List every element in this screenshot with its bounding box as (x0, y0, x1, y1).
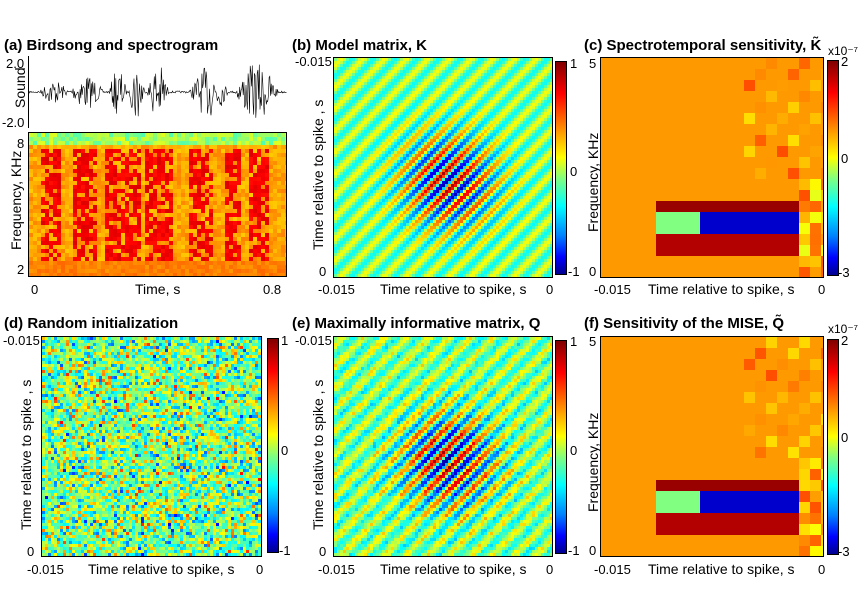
c-cbar-tick-m3: -3 (838, 265, 850, 280)
f-x-tick-left: -0.015 (594, 562, 631, 577)
c-y-tick-bottom: 0 (589, 264, 597, 279)
freq-tick-top: 8 (17, 136, 25, 151)
c-cbar-tick-2: 2 (841, 54, 849, 69)
panel-b-title: (b) Model matrix, K (292, 37, 428, 54)
d-x-tick-left: -0.015 (27, 562, 64, 577)
d-y-axis-label: Time relative to spike , s (18, 379, 34, 530)
time-tick-right: 0.8 (263, 282, 282, 297)
f-y-tick-top: 5 (589, 334, 597, 349)
c-x-tick-left: -0.015 (594, 282, 631, 297)
f-cbar-tick-m3: -3 (838, 544, 850, 559)
sound-tick-bottom: -2.0 (2, 115, 25, 130)
e-y-axis-label: Time relative to spike , s (310, 379, 326, 530)
c-x-tick-right: 0 (818, 282, 826, 297)
b-colorbar (555, 61, 567, 275)
e-x-tick-right: 0 (546, 562, 554, 577)
b-cbar-tick-1: 1 (570, 56, 578, 71)
f-x-axis-label: Time relative to spike, s (648, 561, 795, 577)
e-cbar-tick-1: 1 (570, 334, 578, 349)
b-x-tick-right: 0 (546, 282, 554, 297)
b-y-tick-top: -0.015 (295, 54, 332, 69)
sound-axis-label: Sound (12, 67, 28, 108)
f-cbar-tick-0: 0 (841, 430, 849, 445)
f-y-tick-bottom: 0 (589, 543, 597, 558)
e-colorbar (555, 340, 567, 554)
e-cbar-tick-0: 0 (570, 443, 578, 458)
c-y-tick-top: 5 (589, 56, 597, 71)
e-cbar-tick-m1: -1 (568, 543, 580, 558)
c-cbar-tick-0: 0 (841, 151, 849, 166)
panel-d-title: (d) Random initialization (4, 315, 179, 332)
b-cbar-tick-0: 0 (570, 164, 578, 179)
maximally-informative-matrix-q (333, 336, 553, 557)
sound-waveform (28, 56, 287, 128)
panel-e-title: (e) Maximally informative matrix, Q (292, 315, 541, 332)
panel-c-title: (c) Spectrotemporal sensitivity, K̃ (584, 37, 822, 54)
f-cbar-tick-2: 2 (841, 333, 849, 348)
f-cbar-exponent: x10⁻⁷ (828, 322, 859, 336)
sound-tick-top: 2.0 (6, 56, 25, 71)
b-x-axis-label: Time relative to spike, s (380, 281, 527, 297)
model-matrix-k (333, 57, 553, 278)
c-colorbar (827, 60, 839, 276)
time-axis-label: Time, s (135, 281, 181, 297)
b-y-axis-label: Time relative to spike , s (310, 99, 326, 250)
panel-a-title: (a) Birdsong and spectrogram (4, 37, 219, 54)
d-x-axis-label: Time relative to spike, s (88, 561, 235, 577)
spectrotemporal-sensitivity (600, 57, 824, 278)
f-y-axis-label: Frequency, KHz (585, 412, 601, 512)
c-cbar-exponent: x10⁻⁷ (828, 44, 859, 58)
panel-f-title: (f) Sensitivity of the MISE, Q̃ (584, 315, 785, 332)
d-cbar-tick-0: 0 (281, 443, 289, 458)
f-x-tick-right: 0 (818, 562, 826, 577)
e-y-tick-bottom: 0 (319, 544, 327, 559)
e-x-axis-label: Time relative to spike, s (380, 561, 527, 577)
f-colorbar (827, 339, 839, 555)
random-initialization (41, 336, 262, 557)
e-y-tick-top: -0.015 (295, 333, 332, 348)
freq-axis-label: Frequency, KHz (8, 150, 24, 250)
d-colorbar (267, 338, 279, 553)
time-tick-left: 0 (31, 282, 39, 297)
b-cbar-tick-m1: -1 (568, 264, 580, 279)
d-y-tick-top: -0.015 (3, 333, 40, 348)
freq-tick-bottom: 2 (17, 262, 25, 277)
d-y-tick-bottom: 0 (27, 544, 35, 559)
d-cbar-tick-1: 1 (281, 333, 289, 348)
d-x-tick-right: 0 (256, 562, 264, 577)
mise-sensitivity (600, 336, 824, 557)
e-x-tick-left: -0.015 (318, 562, 355, 577)
d-cbar-tick-m1: -1 (279, 543, 291, 558)
c-x-axis-label: Time relative to spike, s (648, 281, 795, 297)
b-x-tick-left: -0.015 (318, 282, 355, 297)
c-y-axis-label: Frequency, KHz (585, 132, 601, 232)
b-y-tick-bottom: 0 (319, 264, 327, 279)
spectrogram (28, 132, 287, 277)
